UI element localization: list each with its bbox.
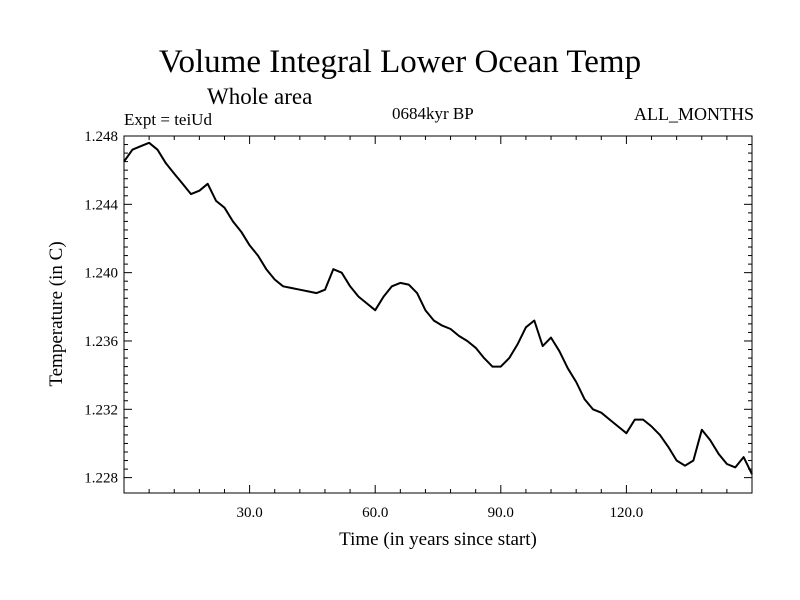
x-tick-label: 30.0 [236,505,262,521]
y-tick-label: 1.244 [84,197,118,213]
y-tick-label: 1.248 [84,129,118,145]
months-label: ALL_MONTHS [634,104,754,124]
chart-subtitle: Whole area [207,84,313,109]
period-label: 0684kyr BP [392,104,474,123]
y-axis-label: Temperature (in C) [46,241,67,386]
chart-title: Volume Integral Lower Ocean Temp [158,44,642,80]
x-tick-label: 60.0 [362,505,388,521]
axes-layer: 30.0 60.0 90.0 120.0 1.228 1.232 1.236 1.240 1.2… [84,129,752,521]
x-tick-label: 90.0 [488,505,514,521]
series-layer [123,141,753,475]
y-tick-label: 1.232 [84,402,118,418]
x-tick-label: 120.0 [610,505,644,521]
y-tick-label: 1.236 [84,334,118,350]
plot-frame [123,135,753,494]
x-axis-label: Time (in years since start) [339,529,537,550]
series-line [123,141,753,475]
experiment-label: Expt = teiUd [124,110,212,129]
y-tick-label: 1.240 [84,266,118,282]
y-tick-label: 1.228 [84,471,118,487]
